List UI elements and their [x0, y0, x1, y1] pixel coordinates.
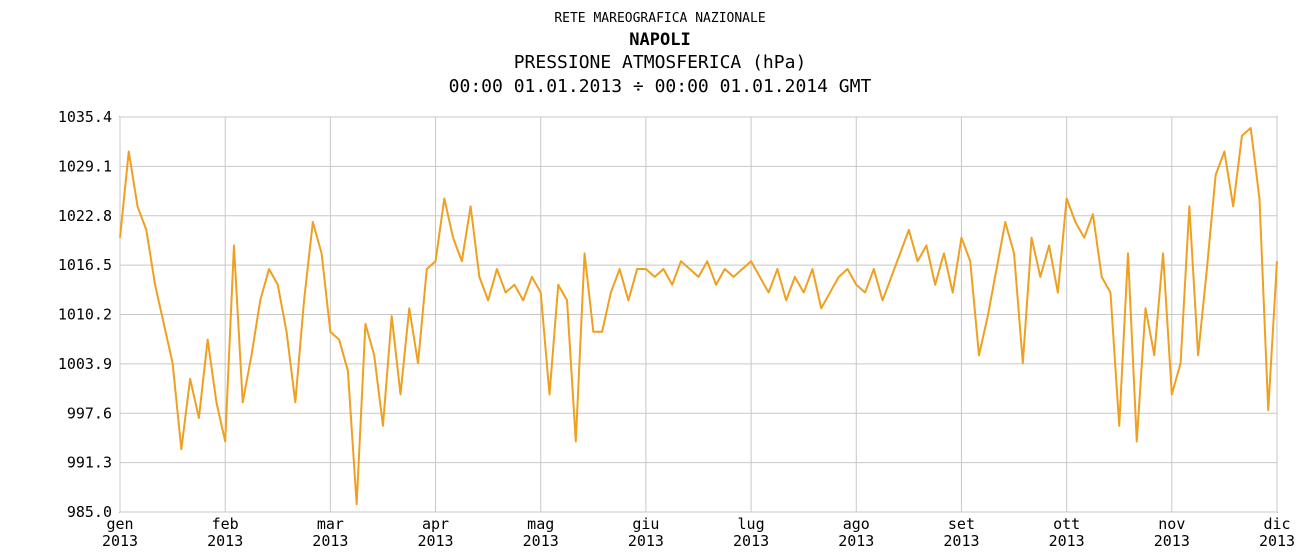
x-tick-label-line: 2013 [628, 532, 664, 550]
x-tick-label-line: 2013 [838, 532, 874, 550]
x-tick-label-line: mag [527, 515, 554, 533]
x-tick-label-line: nov [1158, 515, 1185, 533]
x-tick-label: mar 2013 [312, 515, 348, 550]
chart-subtitle: PRESSIONE ATMOSFERICA (hPa) [514, 52, 807, 73]
chart-period: 00:00 01.01.2013 ÷ 00:00 01.01.2014 GMT [449, 76, 872, 97]
x-tick-label-line: set [948, 515, 975, 533]
x-tick-label: lug 2013 [733, 515, 769, 550]
x-tick-label-line: ott [1053, 515, 1080, 533]
data-line [119, 126, 1278, 506]
x-tick-label-line: 2013 [207, 532, 243, 550]
x-tick-label-line: gen [106, 515, 133, 533]
x-tick-label-line: 2013 [1049, 532, 1085, 550]
y-tick-label: 985.0 [67, 503, 112, 521]
chart-header: RETE MAREOGRAFICA NAZIONALE [554, 11, 765, 26]
x-tick-label: ago 2013 [838, 515, 874, 550]
y-tick-label: 1035.4 [58, 108, 112, 126]
y-tick-label: 1022.8 [58, 207, 112, 225]
x-tick-label-line: mar [317, 515, 344, 533]
y-tick-label: 1003.9 [58, 355, 112, 373]
x-tick-label-line: 2013 [417, 532, 453, 550]
x-tick-label-line: dic [1263, 515, 1290, 533]
x-tick-label: set 2013 [943, 515, 979, 550]
y-tick-label: 1029.1 [58, 157, 112, 175]
x-tick-label: apr 2013 [417, 515, 453, 550]
x-tick-label-line: apr [422, 515, 449, 533]
x-tick-label-line: 2013 [1154, 532, 1190, 550]
x-tick-label: gen 2013 [102, 515, 138, 550]
x-tick-label: dic 2013 [1259, 515, 1295, 550]
x-tick-label: nov 2013 [1154, 515, 1190, 550]
x-tick-label-line: 2013 [312, 532, 348, 550]
x-tick-label-line: 2013 [523, 532, 559, 550]
x-tick-label-line: feb [212, 515, 239, 533]
y-tick-label: 1016.5 [58, 256, 112, 274]
x-tick-label: ott 2013 [1049, 515, 1085, 550]
x-tick-label: feb 2013 [207, 515, 243, 550]
x-tick-label-line: 2013 [733, 532, 769, 550]
x-tick-label-line: 2013 [943, 532, 979, 550]
x-tick-label-line: ago [843, 515, 870, 533]
x-tick-label-line: lug [738, 515, 765, 533]
x-tick-label-line: giu [632, 515, 659, 533]
x-tick-label-line: 2013 [102, 532, 138, 550]
x-tick-label: mag 2013 [523, 515, 559, 550]
y-tick-label: 1010.2 [58, 306, 112, 324]
x-tick-label: giu 2013 [628, 515, 664, 550]
y-tick-label: 991.3 [67, 454, 112, 472]
x-tick-label-line: 2013 [1259, 532, 1295, 550]
y-tick-label: 997.6 [67, 404, 112, 422]
chart-title: NAPOLI [629, 30, 690, 50]
